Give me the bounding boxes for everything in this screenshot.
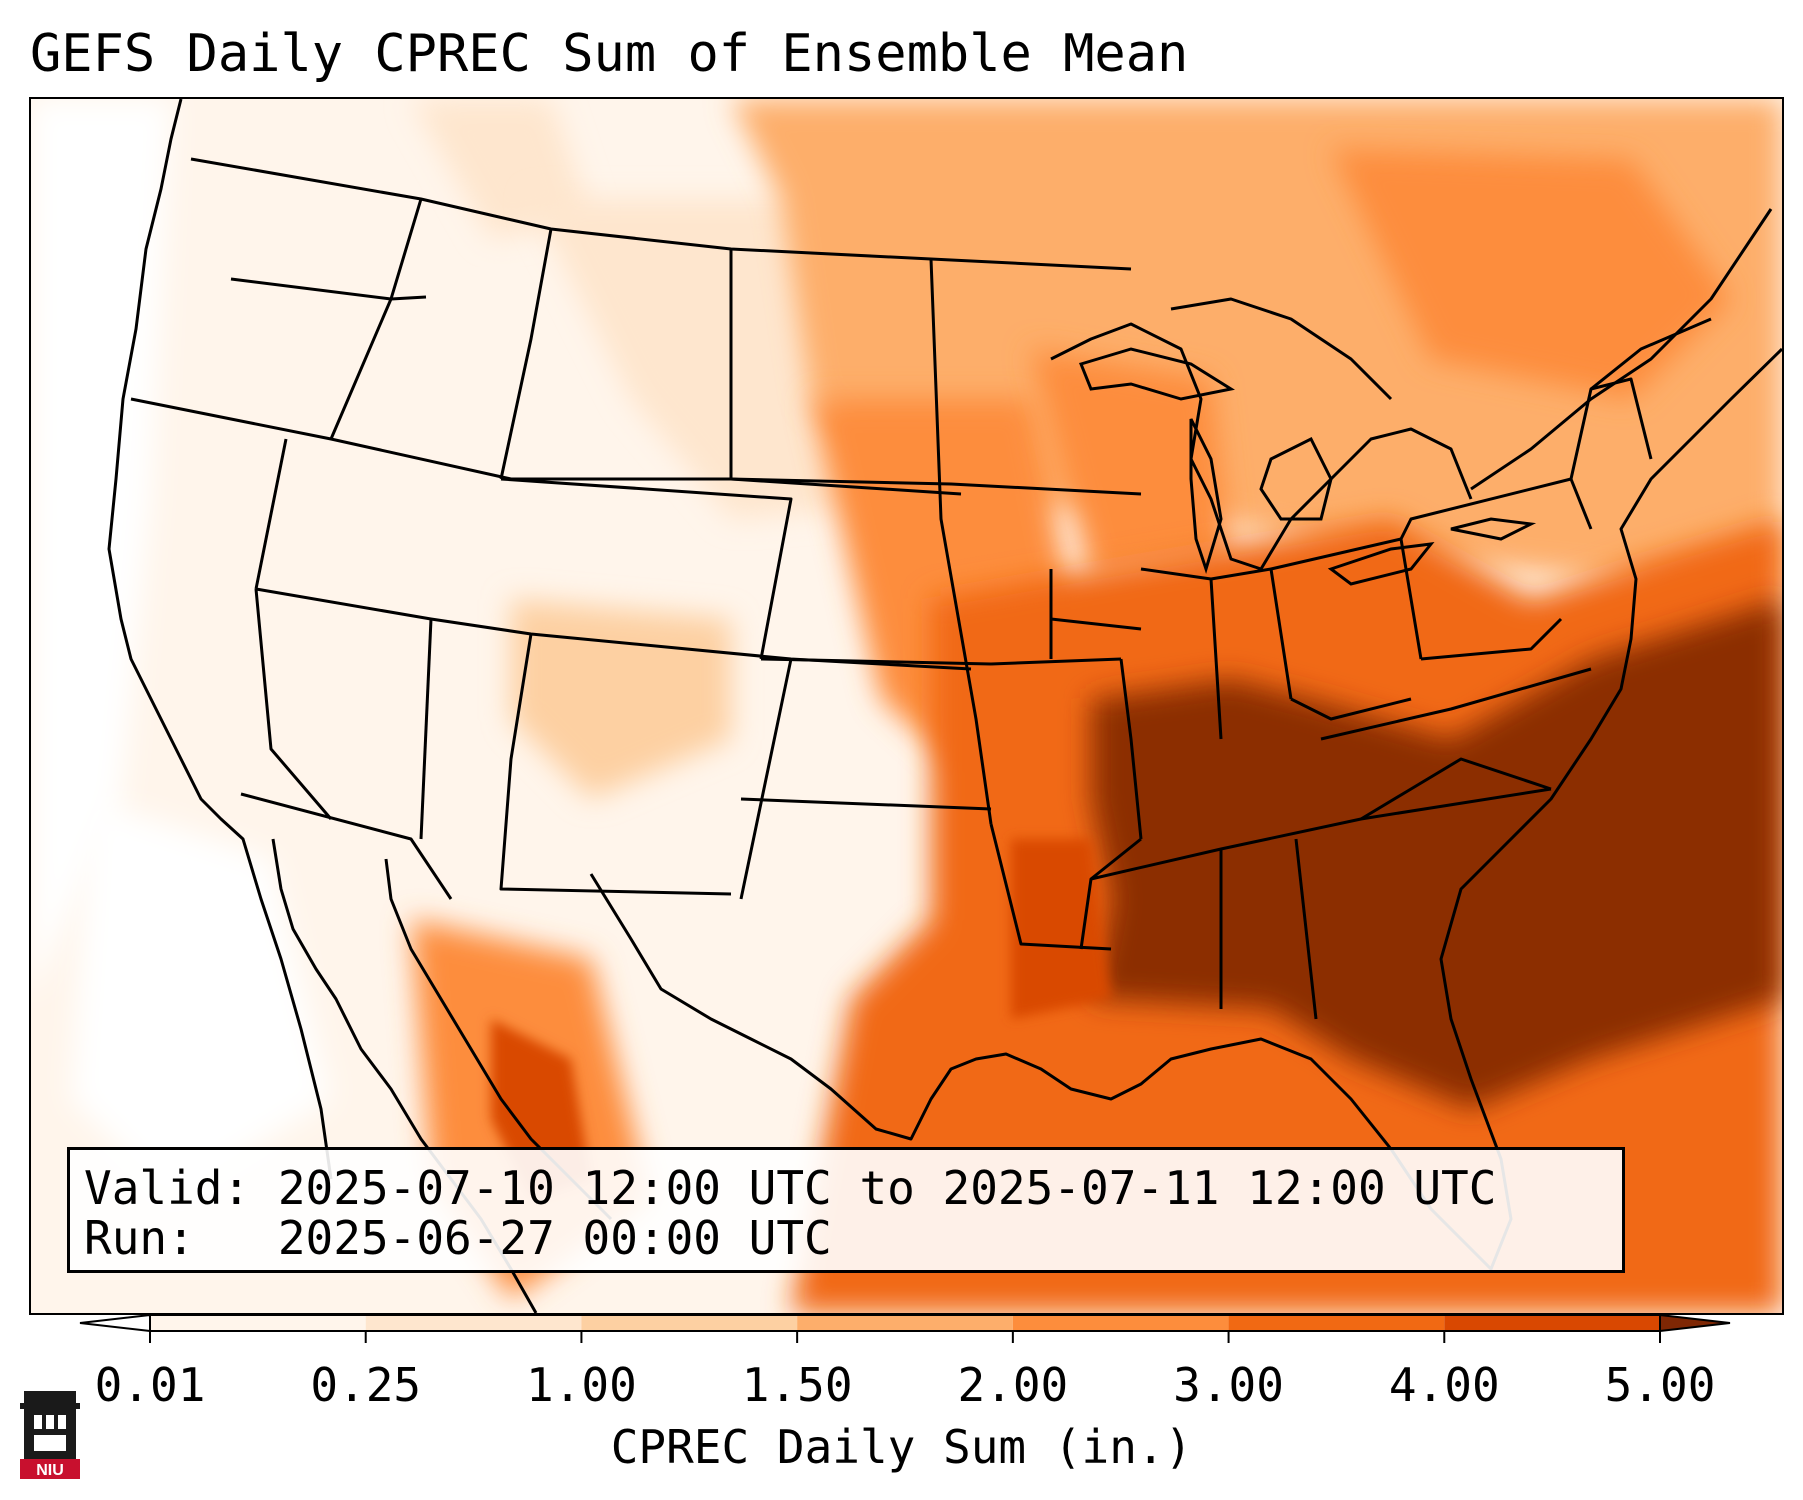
niu-logo: NIU xyxy=(20,1391,80,1479)
colorbar-tick-label: 5.00 xyxy=(1604,1358,1716,1412)
precip-area-mississippi xyxy=(1011,839,1111,1019)
run-line: Run: 2025-06-27 00:00 UTC xyxy=(84,1211,832,1265)
lakes xyxy=(1078,347,1537,586)
precip-area-quebec xyxy=(1331,149,1731,399)
precip-area-baja-dry xyxy=(71,799,331,1199)
colorbar-under-extend xyxy=(79,1313,151,1333)
logo-window-right xyxy=(58,1415,66,1429)
logo-text: NIU xyxy=(36,1462,64,1479)
colorbar-over-extend xyxy=(1659,1313,1731,1333)
precip-field xyxy=(31,99,1782,1313)
state-borders xyxy=(130,157,1712,1020)
colorbar-tick-label: 4.00 xyxy=(1388,1358,1500,1412)
colorbar-segment xyxy=(150,1315,366,1331)
map-canvas xyxy=(31,99,1782,1313)
colorbar-label: CPREC Daily Sum (in.) xyxy=(610,1420,1193,1474)
logo-door xyxy=(34,1435,66,1451)
logo-banner xyxy=(20,1459,80,1479)
coastlines xyxy=(107,99,1782,1313)
colorbar-segment xyxy=(365,1315,582,1331)
precip-area-max-southeast xyxy=(1091,599,1782,1109)
map-title: GEFS Daily CPREC Sum of Ensemble Mean xyxy=(30,24,1189,84)
logo-window-center xyxy=(46,1415,54,1429)
colorbar-segment xyxy=(1228,1315,1445,1331)
colorbar-tick-label: 1.50 xyxy=(741,1358,853,1412)
colorbar-segment xyxy=(581,1315,798,1331)
colorbar-segment xyxy=(1012,1315,1229,1331)
colorbar-tick-label: 1.00 xyxy=(526,1358,637,1412)
logo-window-left xyxy=(34,1415,42,1429)
valid-time-box: Valid: 2025-07-10 12:00 UTC to 2025-07-1… xyxy=(67,1147,1625,1273)
colorbar xyxy=(79,1313,1731,1343)
colorbar-tick-label: 0.25 xyxy=(310,1358,422,1412)
precip-area-new-mexico xyxy=(511,599,731,799)
colorbar-segment xyxy=(1444,1315,1660,1331)
colorbar-outline xyxy=(149,1314,1661,1332)
colorbar-tick-label: 3.00 xyxy=(1173,1358,1284,1412)
precipitation-map: Valid: 2025-07-10 12:00 UTC to 2025-07-1… xyxy=(29,97,1784,1315)
logo-roofline xyxy=(20,1403,80,1409)
colorbar-tick-label: 0.01 xyxy=(94,1358,206,1412)
valid-line: Valid: 2025-07-10 12:00 UTC to 2025-07-1… xyxy=(84,1161,1497,1215)
precip-area-wisconsin xyxy=(1031,349,1231,579)
colorbar-tick-label: 2.00 xyxy=(957,1358,1069,1412)
colorbar-segment xyxy=(797,1315,1013,1331)
